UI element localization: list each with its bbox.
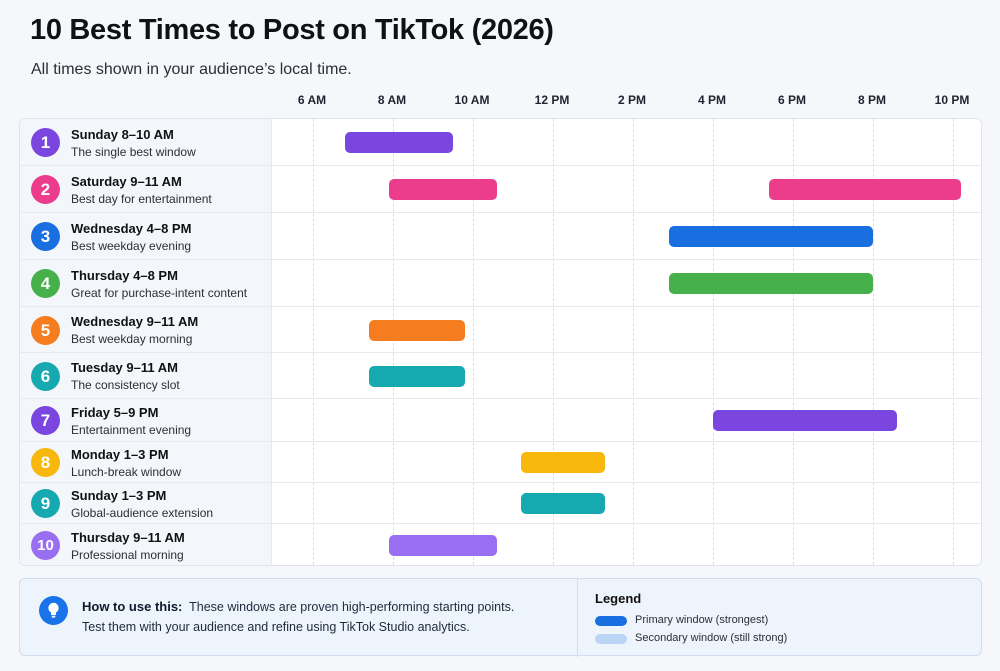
x-tick-label: 6 AM — [297, 93, 327, 107]
row-description: Best weekday morning — [71, 332, 193, 346]
chart-row: 7 Friday 5–9 PM Entertainment evening — [20, 399, 981, 442]
row-description: Best day for entertainment — [71, 191, 212, 206]
row-title: Thursday 9–11 AM — [71, 529, 185, 545]
row-labels-column — [20, 119, 272, 565]
time-window-bar — [713, 410, 897, 431]
row-title: Monday 1–3 PM — [71, 446, 169, 462]
x-tick-label: 8 AM — [377, 93, 407, 107]
time-window-bar — [769, 179, 961, 200]
time-window-bar — [521, 493, 605, 514]
x-tick-label: 6 PM — [777, 93, 807, 107]
lightbulb-icon — [39, 596, 68, 625]
chart-row: 3 Wednesday 4–8 PM Best weekday evening — [20, 213, 981, 260]
x-gridline — [473, 119, 474, 565]
x-gridline — [713, 119, 714, 565]
rank-badge: 4 — [31, 269, 60, 298]
row-title: Tuesday 9–11 AM — [71, 360, 178, 375]
chart-row: 8 Monday 1–3 PM Lunch-break window — [20, 442, 981, 483]
footer-divider — [577, 579, 578, 657]
howto-text: How to use this: These windows are prove… — [82, 597, 514, 637]
row-description: Lunch-break window — [71, 464, 182, 479]
time-window-bar — [389, 535, 497, 556]
row-title: Thursday 4–8 PM — [71, 267, 178, 283]
row-description: Great for purchase-intent content — [71, 285, 248, 300]
page-subtitle: All times shown in your audience’s local… — [31, 61, 352, 78]
howto-line2: Test them with your audience and refine … — [82, 620, 470, 634]
time-window-bar — [669, 226, 873, 247]
x-gridline — [553, 119, 554, 565]
time-window-bar — [369, 319, 465, 341]
time-window-bar — [369, 365, 465, 387]
chart-row: 5 Wednesday 9–11 AM Best weekday morning — [20, 307, 981, 353]
legend-title: Legend — [595, 591, 642, 606]
row-description: Professional morning — [71, 547, 184, 562]
row-description: Global-audience extension — [71, 505, 214, 520]
x-tick-label: 4 PM — [697, 93, 727, 107]
row-description: The single best window — [71, 144, 196, 159]
time-window-bar — [389, 179, 497, 200]
chart-row: 6 Tuesday 9–11 AM The consistency slot — [20, 353, 981, 399]
row-title: Wednesday 4–8 PM — [71, 220, 192, 236]
legend-label-secondary: Secondary window (still strong) — [635, 632, 788, 644]
legend-swatch-primary — [595, 616, 627, 626]
row-title: Saturday 9–11 AM — [71, 173, 182, 189]
time-window-bar — [521, 452, 605, 473]
x-gridline — [633, 119, 634, 565]
chart-row: 2 Saturday 9–11 AM Best day for entertainm… — [20, 166, 981, 213]
x-tick-label: 10 PM — [934, 93, 970, 107]
rank-badge: 3 — [31, 222, 60, 251]
chart-row: 4 Thursday 4–8 PM Great for purchase-inten… — [20, 260, 981, 307]
rank-badge: 5 — [31, 315, 60, 345]
footer-panel: How to use this: These windows are prove… — [19, 578, 982, 657]
rank-badge: 7 — [31, 406, 60, 435]
time-window-bar — [345, 132, 453, 153]
row-title: Sunday 1–3 PM — [71, 487, 167, 503]
legend-swatch-secondary — [595, 634, 627, 644]
row-description: Best weekday evening — [71, 238, 192, 253]
x-tick-label: 10 AM — [454, 93, 490, 107]
row-title: Wednesday 9–11 AM — [71, 314, 199, 329]
rank-badge: 6 — [31, 361, 60, 391]
time-window-bar — [669, 273, 873, 294]
x-gridline — [873, 119, 874, 565]
rank-badge: 2 — [31, 175, 60, 204]
chart-row: 1 Sunday 8–10 AM The single best window — [20, 119, 981, 166]
schedule-chart: 1 Sunday 8–10 AM The single best window 2 Sa… — [19, 118, 982, 566]
x-gridline — [393, 119, 394, 565]
legend-label-primary: Primary window (strongest) — [635, 614, 769, 626]
howto-line1: These windows are proven high-performing… — [189, 600, 515, 614]
chart-row: 10 Thursday 9–11 AM Professional morning — [20, 524, 981, 565]
x-axis-ticks: 6 AM 8 AM 10 AM 12 PM 2 PM 4 PM 6 PM 8 PM 10 PM — [0, 93, 1000, 113]
x-tick-label: 2 PM — [617, 93, 647, 107]
row-title: Friday 5–9 PM — [71, 404, 159, 420]
rank-badge: 10 — [31, 531, 60, 560]
rank-badge: 8 — [31, 448, 60, 477]
row-description: The consistency slot — [71, 378, 180, 392]
rank-badge: 9 — [31, 489, 60, 518]
rank-badge: 1 — [31, 128, 60, 157]
x-gridline — [953, 119, 954, 565]
page-title: 10 Best Times to Post on TikTok (2026) — [30, 14, 554, 46]
x-gridline — [793, 119, 794, 565]
row-title: Sunday 8–10 AM — [71, 126, 174, 142]
x-gridline — [313, 119, 314, 565]
row-description: Entertainment evening — [71, 422, 192, 437]
x-tick-label: 8 PM — [857, 93, 887, 107]
chart-row: 9 Sunday 1–3 PM Global-audience extension — [20, 483, 981, 524]
howto-label: How to use this: — [82, 599, 183, 614]
x-tick-label: 12 PM — [534, 93, 570, 107]
